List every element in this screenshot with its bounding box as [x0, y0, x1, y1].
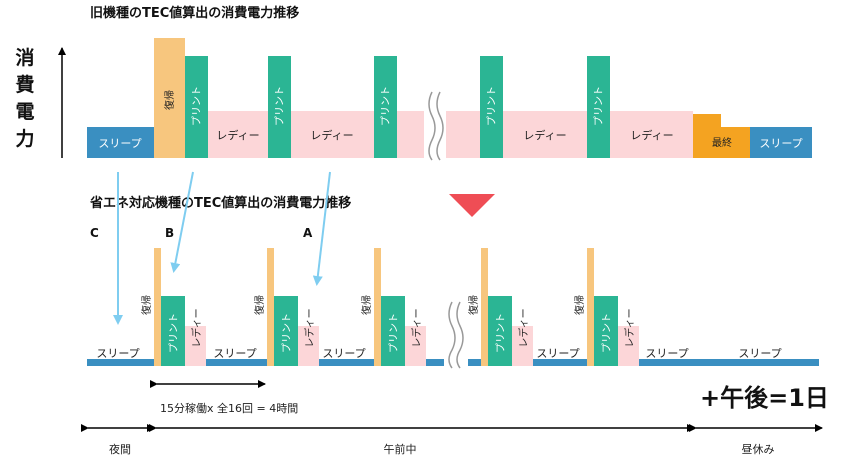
ready-label-1: レディー	[216, 128, 259, 142]
print-label-5: プリント	[593, 86, 605, 126]
break-mark-bottom-right	[456, 301, 464, 369]
ready-bar-3	[405, 326, 426, 366]
sleep-segment-left	[87, 127, 154, 158]
recover-bar-3	[374, 248, 381, 366]
ready-label-4: レディー	[630, 128, 673, 142]
top-chart: スリープ 復帰 プリント プリント プリント プリント プリント レディー レデ…	[87, 38, 812, 162]
axis-label-char-1: 消	[15, 46, 34, 69]
print-bar-3	[381, 296, 405, 366]
ready-bar-4	[512, 326, 533, 366]
print-label-b5: プリント	[601, 313, 613, 353]
period-night-label: 夜間	[109, 442, 131, 456]
arrow-a-ready	[312, 171, 331, 286]
axis-label-char-2: 費	[15, 73, 34, 96]
print-label-b2: プリント	[281, 313, 293, 353]
ready-bar-1	[185, 326, 206, 366]
sleep-label-b1: スリープ	[96, 347, 139, 360]
sleep-label-left: スリープ	[98, 137, 141, 150]
axis-label-char-3: 電	[15, 101, 34, 123]
recover-label-b5: 復帰	[573, 295, 586, 315]
print-bar-1	[161, 296, 185, 366]
print-label-b4: プリント	[495, 313, 507, 353]
ready-bar-2	[298, 326, 319, 366]
recover-bar-1	[154, 248, 161, 366]
sleep-label-b6: スリープ	[738, 347, 781, 360]
print-segment-4	[480, 56, 503, 158]
print-bar-2	[274, 296, 298, 366]
axis-label: 消 費 電 力	[15, 46, 34, 150]
final-segment	[693, 127, 750, 158]
sleep-label-right: スリープ	[759, 137, 802, 150]
print-bar-5	[594, 296, 618, 366]
print-label-3: プリント	[380, 86, 392, 126]
print-segment-1	[185, 56, 208, 158]
print-segment-2	[268, 56, 291, 158]
duration-note: 15分稼働x 全16回 = 4時間	[160, 401, 298, 415]
print-bar-4	[488, 296, 512, 366]
print-segment-3	[374, 56, 397, 158]
print-label-b1: プリント	[168, 313, 180, 353]
recover-bar-2	[267, 248, 274, 366]
ready-label-b5: レディー	[623, 308, 636, 347]
recover-bar-5	[587, 248, 594, 366]
recover-bar-4	[481, 248, 488, 366]
ready-label-3: レディー	[523, 128, 566, 142]
arrow-b-print	[170, 171, 194, 273]
marker-a: A	[303, 226, 313, 240]
ready-label-b3: レディー	[410, 308, 423, 347]
axis-label-char-4: 力	[15, 127, 34, 150]
recover-label-b2: 復帰	[253, 295, 266, 315]
bottom-chart-title: 省エネ対応機種のTEC値算出の消費電力推移	[89, 195, 351, 211]
break-mark-bottom-left	[448, 301, 456, 369]
marker-c: C	[90, 226, 99, 240]
ready-label-b1: レディー	[190, 308, 203, 347]
sleep-label-b4: スリープ	[536, 347, 579, 360]
recover-label-b3: 復帰	[360, 295, 373, 315]
transition-triangle	[449, 194, 495, 217]
plus-afternoon-label: +午後=1日	[700, 384, 829, 412]
bottom-chart: スリープ スリープ スリープ スリープ スリープ スリープ 復帰 復帰	[87, 226, 819, 370]
recover-label-b4: 復帰	[467, 295, 480, 315]
break-mark-top-right	[436, 91, 444, 161]
print-segment-5	[587, 56, 610, 158]
print-label-1: プリント	[191, 86, 203, 126]
ready-bar-5	[618, 326, 639, 366]
recover-segment	[154, 38, 185, 158]
recover-label: 復帰	[163, 90, 176, 110]
period-lunch-label: 昼休み	[742, 443, 775, 456]
recover-label-b1: 復帰	[140, 295, 153, 315]
ready-label-b4: レディー	[517, 308, 530, 347]
print-label-b3: プリント	[388, 313, 400, 353]
sleep-label-b2: スリープ	[213, 347, 256, 360]
ready-label-2: レディー	[310, 128, 353, 142]
break-gap-bottom	[444, 300, 468, 370]
marker-b: B	[165, 226, 174, 240]
print-label-4: プリント	[486, 86, 498, 126]
break-mark-top-left	[428, 91, 436, 161]
top-chart-title: 旧機種のTEC値算出の消費電力推移	[90, 5, 299, 21]
period-morning-label: 午前中	[384, 442, 417, 456]
print-label-2: プリント	[274, 86, 286, 126]
sleep-segment-right	[750, 127, 812, 158]
sleep-label-b3: スリープ	[322, 347, 365, 360]
final-label: 最終	[712, 136, 732, 149]
ready-label-b2: レディー	[303, 308, 316, 347]
sleep-label-b5: スリープ	[645, 347, 688, 360]
